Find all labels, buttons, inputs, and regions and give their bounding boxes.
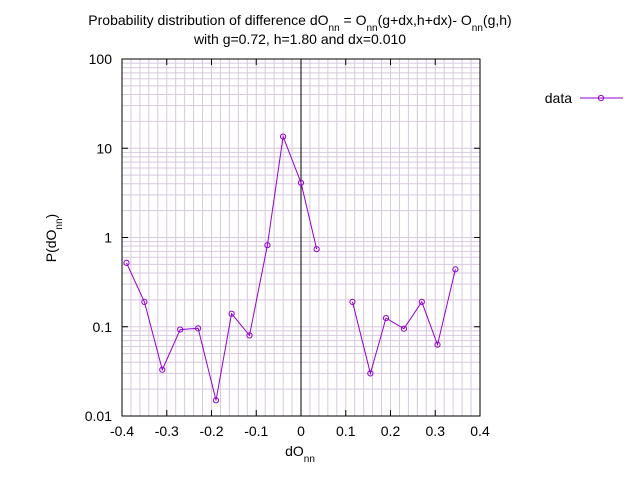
x-tick-label: -0.4 xyxy=(110,423,134,439)
x-tick-label: -0.3 xyxy=(155,423,179,439)
tick-label-layer: -0.4 -0.3 -0.2 -0.1 0 0.1 0.2 0.3 0.4 0.01 0.1 1 10 1… xyxy=(85,51,490,439)
data-point xyxy=(349,298,356,305)
data-point xyxy=(246,332,253,339)
x-tick-label: -0.2 xyxy=(199,423,223,439)
y-tick-label: 100 xyxy=(89,51,113,67)
y-axis-label: P(dOnn) xyxy=(43,214,65,262)
series-layer xyxy=(123,133,459,404)
data-point xyxy=(452,266,459,273)
x-axis-label: dOnn xyxy=(285,443,315,465)
data-point xyxy=(177,326,184,333)
data-point xyxy=(212,397,220,404)
series-line-data xyxy=(126,134,318,401)
x-tick-label: 0.2 xyxy=(381,423,401,439)
chart-title-line2: with g=0.72, h=1.80 and dx=0.010 xyxy=(193,31,406,47)
series-line-data xyxy=(352,269,456,376)
data-point xyxy=(400,325,408,332)
x-tick-label: -0.1 xyxy=(244,423,268,439)
y-tick-label: 1 xyxy=(104,230,112,246)
x-tick-label: 0.4 xyxy=(470,423,490,439)
axis-layer xyxy=(121,58,481,417)
data-point xyxy=(280,133,287,140)
legend-label-data: data xyxy=(545,90,572,106)
y-tick-label: 0.1 xyxy=(93,319,113,335)
data-point xyxy=(367,370,374,377)
legend: data xyxy=(545,90,623,106)
data-point xyxy=(141,298,148,305)
data-point xyxy=(123,259,130,266)
y-tick-label: 0.01 xyxy=(85,408,112,424)
data-point xyxy=(194,325,202,332)
data-point xyxy=(434,341,441,348)
data-point xyxy=(418,298,425,305)
y-tick-label: 10 xyxy=(96,140,112,156)
chart-title-line1: Probability distribution of difference d… xyxy=(88,12,511,34)
x-tick-label: 0.1 xyxy=(336,423,356,439)
data-point xyxy=(264,242,271,249)
data-point xyxy=(382,315,390,322)
data-point xyxy=(313,246,320,253)
data-point xyxy=(159,366,166,373)
x-tick-label: 0.3 xyxy=(426,423,446,439)
data-point xyxy=(297,179,305,186)
legend-marker-data xyxy=(597,94,605,102)
data-point xyxy=(228,310,235,317)
x-tick-label: 0 xyxy=(297,423,305,439)
